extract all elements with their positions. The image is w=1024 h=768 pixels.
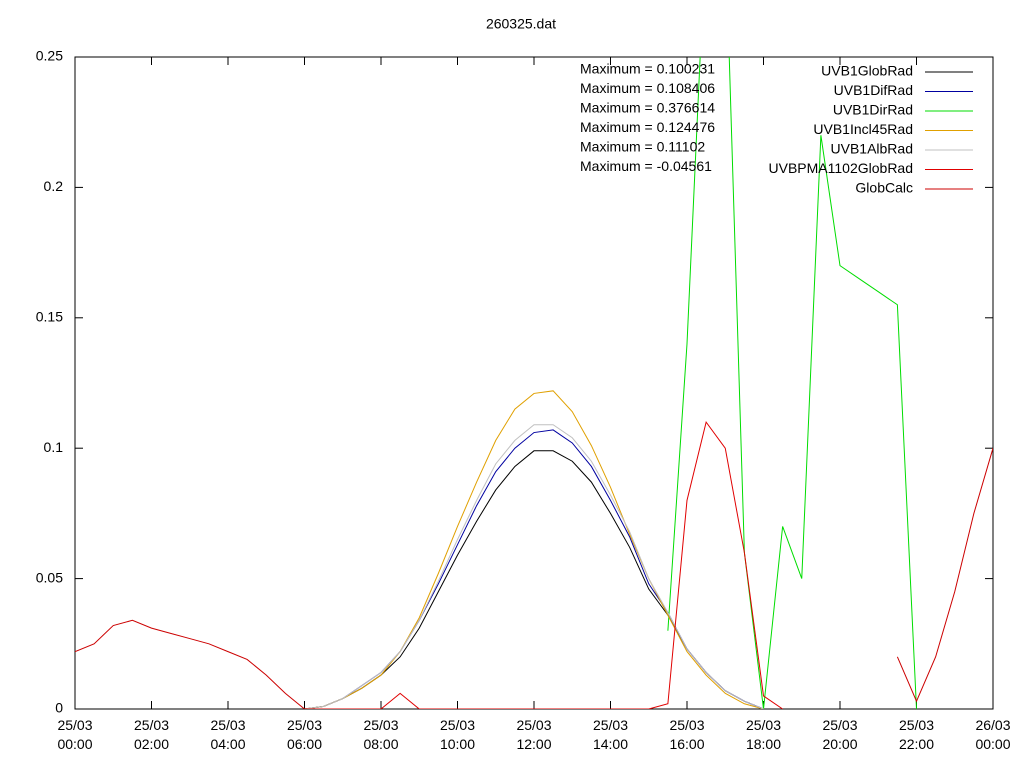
series-line xyxy=(304,420,783,709)
legend-label: UVB1GlobRad xyxy=(821,63,913,79)
y-tick-label: 0.25 xyxy=(36,48,63,64)
annotation: Maximum = -0.04561 xyxy=(580,158,712,174)
series-line xyxy=(75,448,993,709)
x-tick-label: 25/03 04:00 xyxy=(210,717,246,752)
x-tick-label: 25/03 00:00 xyxy=(57,717,93,752)
y-tick-label: 0.1 xyxy=(44,439,64,455)
x-tick-label: 25/03 14:00 xyxy=(592,717,629,752)
legend-label: UVB1AlbRad xyxy=(831,141,914,157)
x-tick-label: 26/03 00:00 xyxy=(975,717,1011,752)
x-tick-label: 25/03 18:00 xyxy=(745,717,782,752)
x-tick-label: 25/03 08:00 xyxy=(363,717,399,752)
annotation: Maximum = 0.376614 xyxy=(580,100,715,116)
series-line xyxy=(304,450,764,709)
y-tick-label: 0.2 xyxy=(44,178,64,194)
chart-title: 260325.dat xyxy=(486,16,556,32)
legend-label: GlobCalc xyxy=(855,180,913,196)
series-line xyxy=(304,424,764,709)
annotation: Maximum = 0.124476 xyxy=(580,119,715,135)
legend-label: UVBPMA1102GlobRad xyxy=(769,160,913,176)
series-line xyxy=(667,57,917,709)
x-tick-label: 25/03 02:00 xyxy=(133,717,170,752)
annotation: Maximum = 0.108406 xyxy=(580,80,715,96)
y-tick-label: 0.15 xyxy=(36,309,63,325)
series-line xyxy=(304,429,764,709)
plot-lines xyxy=(75,57,993,709)
legend-label: UVB1Incl45Rad xyxy=(813,121,913,137)
series-line xyxy=(304,390,764,709)
annotation: Maximum = 0.11102 xyxy=(580,139,705,155)
x-tick-label: 25/03 12:00 xyxy=(516,717,552,752)
x-tick-label: 25/03 20:00 xyxy=(822,717,858,752)
legend-label: UVB1DirRad xyxy=(833,102,913,118)
y-tick-label: 0 xyxy=(55,700,63,716)
legend-label: UVB1DifRad xyxy=(834,82,913,98)
x-tick-label: 25/03 10:00 xyxy=(439,717,476,752)
x-tick-label: 25/03 22:00 xyxy=(898,717,935,752)
x-tick-label: 25/03 16:00 xyxy=(669,717,705,752)
annotation: Maximum = 0.100231 xyxy=(580,61,715,77)
y-tick-label: 0.05 xyxy=(36,569,63,585)
x-tick-label: 25/03 06:00 xyxy=(286,717,323,752)
